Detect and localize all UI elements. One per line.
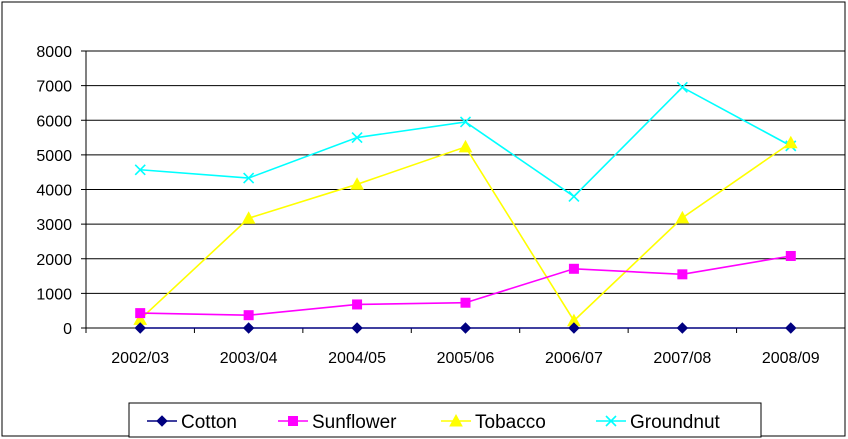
legend-item: Groundnut <box>596 412 721 433</box>
marker-stroke <box>676 81 688 93</box>
y-tick-label: 6000 <box>36 113 72 130</box>
data-point <box>135 308 146 319</box>
legend-label: Sunflower <box>312 412 397 433</box>
legend-marker <box>449 413 463 427</box>
x-tick-label: 2002/03 <box>111 350 169 367</box>
data-point <box>351 131 363 144</box>
data-point <box>134 322 146 334</box>
x-tick-label: 2008/09 <box>762 350 820 367</box>
legend-marker <box>605 415 617 427</box>
data-point <box>242 322 255 334</box>
marker-stroke <box>243 172 255 184</box>
data-point <box>459 116 472 128</box>
x-tick-label: 2005/06 <box>437 350 495 367</box>
data-point <box>352 299 363 310</box>
legend-marker <box>156 415 168 427</box>
y-tick-label: 2000 <box>36 252 72 269</box>
data-point <box>134 164 146 176</box>
legend-marker <box>288 416 298 426</box>
data-point <box>351 322 363 334</box>
data-point <box>677 269 688 280</box>
legend-label: Groundnut <box>630 412 721 433</box>
legend-label: Cotton <box>181 412 237 433</box>
series-layer <box>133 81 798 334</box>
y-tick-label: 8000 <box>36 44 72 61</box>
series-cotton <box>134 322 797 334</box>
y-tick-label: 0 <box>63 321 72 338</box>
data-point <box>568 322 580 334</box>
marker-stroke <box>605 415 617 427</box>
data-point <box>458 139 473 153</box>
series-groundnut <box>134 81 797 202</box>
marker-stroke <box>568 190 580 202</box>
x-tick-label: 2007/08 <box>653 350 711 367</box>
legend-box <box>128 402 762 438</box>
data-point <box>241 211 256 224</box>
series-sunflower <box>135 250 796 321</box>
data-point <box>568 263 579 274</box>
marker-stroke <box>351 131 363 144</box>
y-tick-label: 3000 <box>36 217 72 234</box>
series-tobacco <box>133 135 798 327</box>
data-point <box>785 250 796 261</box>
x-tick-label: 2006/07 <box>545 350 603 367</box>
x-tick-label: 2003/04 <box>220 350 278 367</box>
data-point <box>243 172 255 184</box>
data-point <box>783 135 798 149</box>
legend-label: Tobacco <box>475 412 546 433</box>
data-point <box>675 210 690 224</box>
marker-stroke <box>134 164 146 176</box>
y-tick-label: 1000 <box>36 286 72 303</box>
legend-item: Tobacco <box>441 412 546 433</box>
data-point <box>676 81 688 93</box>
y-tick-label: 7000 <box>36 79 72 96</box>
data-point <box>568 190 580 202</box>
data-point <box>785 322 797 334</box>
data-point <box>460 297 471 308</box>
y-axis: 0 1000 2000 3000 4000 5000 6000 7000 8000 <box>36 44 87 338</box>
x-tick-label: 2004/05 <box>328 350 386 367</box>
data-point <box>459 322 472 334</box>
legend: Cotton Sunflower Tobacco Groundnut <box>128 402 762 438</box>
data-point <box>243 310 254 321</box>
data-point <box>350 177 364 190</box>
data-point <box>676 322 689 334</box>
y-tick-label: 5000 <box>36 148 72 165</box>
gridlines <box>86 50 845 294</box>
legend-item: Sunflower <box>278 412 397 433</box>
y-tick-label: 4000 <box>36 183 72 200</box>
legend-item: Cotton <box>147 412 237 433</box>
marker-stroke <box>459 116 472 128</box>
